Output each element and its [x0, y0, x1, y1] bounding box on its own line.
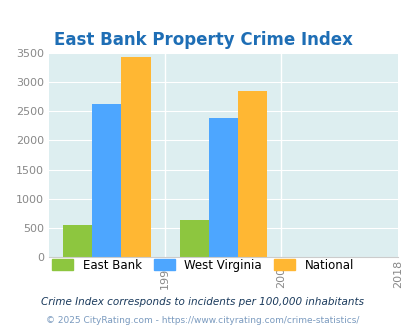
Text: Crime Index corresponds to incidents per 100,000 inhabitants: Crime Index corresponds to incidents per… [41, 297, 364, 307]
Text: East Bank Property Crime Index: East Bank Property Crime Index [53, 31, 352, 49]
Bar [121, 57, 150, 257]
Bar [237, 91, 266, 257]
Text: © 2025 CityRating.com - https://www.cityrating.com/crime-statistics/: © 2025 CityRating.com - https://www.city… [46, 316, 359, 325]
Bar [92, 104, 121, 257]
Bar [179, 220, 208, 257]
Bar [63, 225, 92, 257]
Legend: East Bank, West Virginia, National: East Bank, West Virginia, National [47, 254, 358, 276]
Bar [208, 118, 237, 257]
